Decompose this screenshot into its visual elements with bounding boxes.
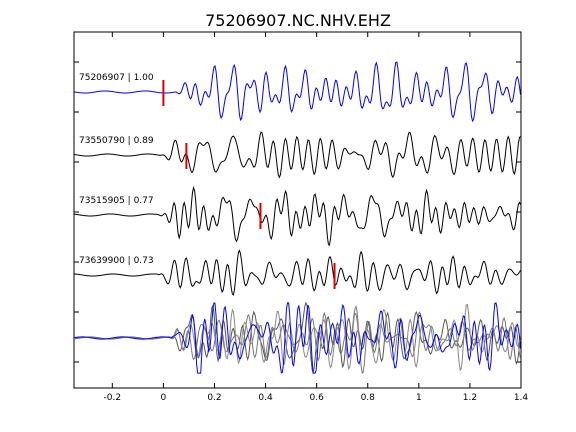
trace-0-line [73,61,521,123]
trace-2-line [73,185,521,247]
x-tick-label: 1 [416,393,422,403]
chart-title: 75206907.NC.NHV.EHZ [205,11,391,30]
plot-frame [73,31,522,389]
stack-line-3 [73,302,521,374]
x-tick-label: 1.2 [463,393,477,403]
x-tick-label: 0 [161,393,167,403]
pick-group [162,80,336,289]
trace-0-label: 75206907 | 1.00 [79,73,154,83]
x-tick-label: 0.2 [207,393,221,403]
trace-3-line [74,249,521,296]
tick-group: -0.2 0 0.2 0.4 0.6 0.8 1 1.2 1.4 [74,32,528,403]
trace-3-label: 73639900 | 0.73 [79,256,154,266]
trace-group [73,61,521,296]
x-tick-label: 0.8 [361,393,376,403]
x-tick-label: 0.6 [309,393,324,403]
trace-1-line [73,131,521,179]
trace-2-label: 73515905 | 0.77 [79,196,154,206]
stack-group [73,301,521,375]
x-tick-label: -0.2 [104,393,122,403]
x-tick-label: 0.4 [258,393,273,403]
trace-1-label: 73550790 | 0.89 [79,136,154,146]
trace-label-group: 75206907 | 1.00 73550790 | 0.89 73515905 |… [79,73,154,266]
x-tick-label: 1.4 [514,393,529,403]
